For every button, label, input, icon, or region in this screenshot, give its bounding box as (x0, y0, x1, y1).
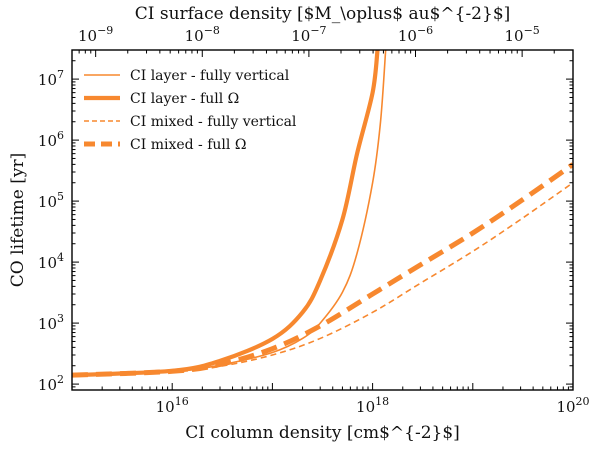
y-tick-label-1: 102 (38, 373, 64, 394)
series-lines (72, 50, 573, 378)
top-tick-label-3: 10−7 (291, 24, 326, 45)
y-tick-label-4: 105 (38, 190, 64, 211)
x-tick-label-3: 1020 (556, 395, 589, 416)
x-tick-label-2: 1018 (356, 395, 389, 416)
plot-frame (71, 49, 574, 391)
x-tick-label-1: 1016 (156, 395, 189, 416)
top-x-axis-title: CI surface density [$M_\oplus$ au$^{-2}$… (135, 4, 511, 24)
legend: CI layer - fully vertical CI layer - full… (84, 68, 297, 153)
y-tick-label-2: 103 (38, 312, 64, 333)
y-tick-label-5: 106 (38, 129, 64, 150)
legend-label-2: CI layer - full Ω (130, 91, 239, 107)
top-tick-label-2: 10−8 (185, 24, 220, 45)
axes: 1016 1018 1020 10−9 10−8 10−7 10−6 10−5 102 103 10… (38, 24, 590, 416)
series-line-4 (72, 162, 573, 378)
series-line-3 (72, 182, 573, 376)
legend-label-1: CI layer - fully vertical (130, 68, 290, 84)
top-tick-label-4: 10−6 (398, 24, 433, 45)
series-line-2 (72, 50, 380, 378)
y-axis-title: CO lifetime [yr] (8, 153, 28, 287)
top-tick-label-5: 10−5 (504, 24, 539, 45)
x-axis-title: CI column density [cm$^{-2}$] (185, 423, 460, 443)
y-tick-label-3: 104 (38, 251, 64, 272)
y-tick-label-6: 107 (38, 68, 64, 89)
legend-label-3: CI mixed - fully vertical (130, 114, 297, 130)
legend-label-4: CI mixed - full Ω (130, 137, 246, 153)
top-tick-label-1: 10−9 (78, 24, 113, 45)
